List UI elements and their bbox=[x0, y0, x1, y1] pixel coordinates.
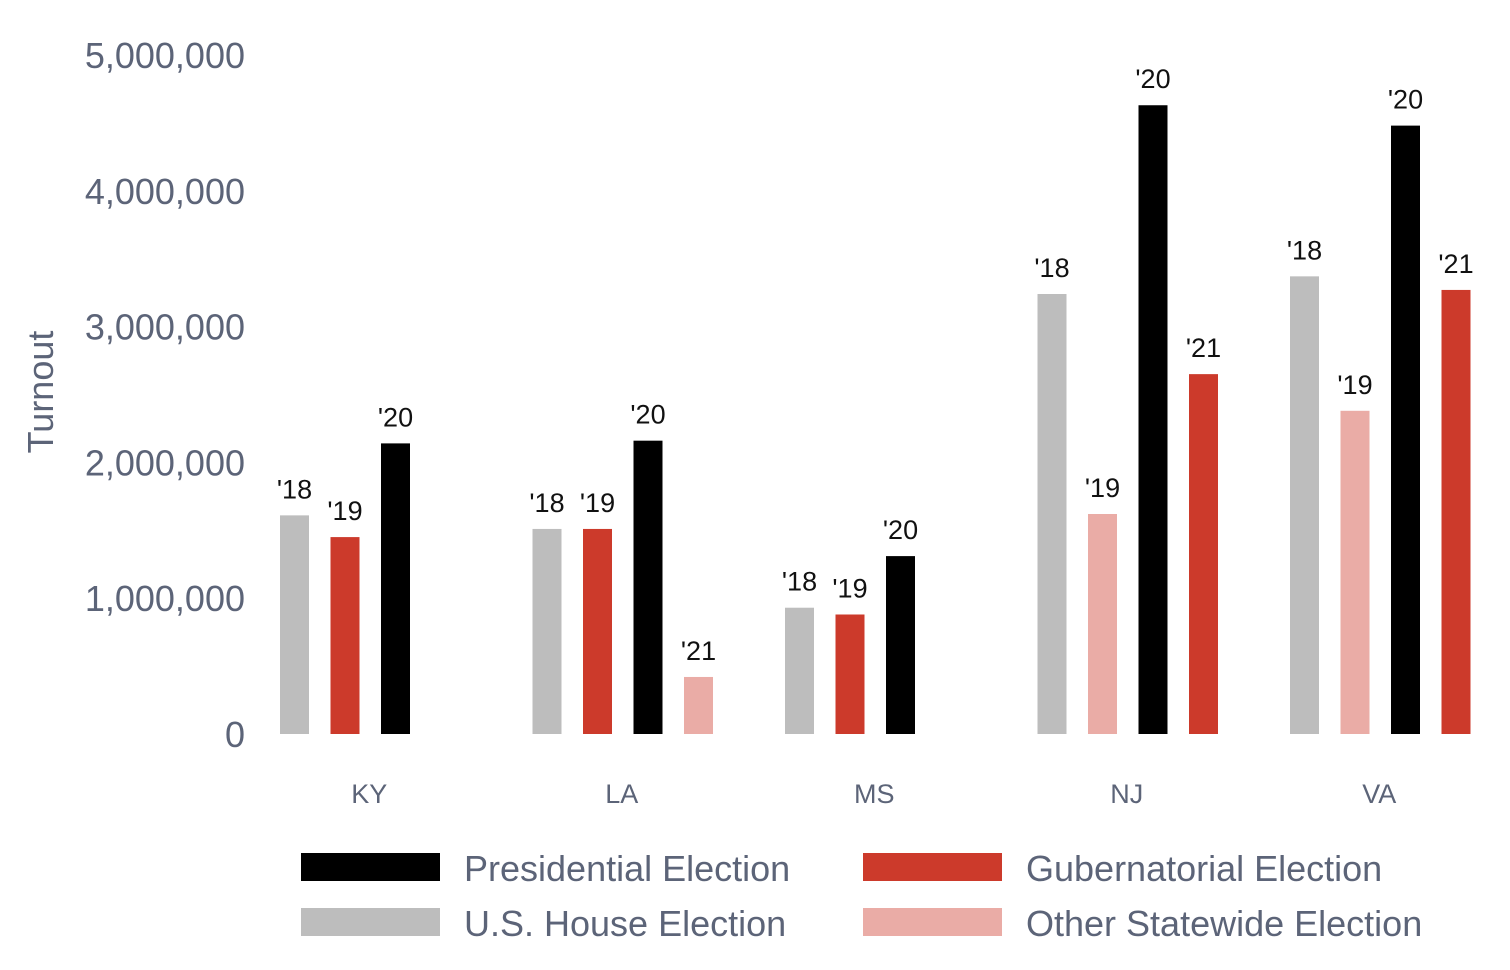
x-tick-label: KY bbox=[351, 779, 387, 809]
bar-year-label: '21 bbox=[681, 636, 716, 666]
y-tick-label: 1,000,000 bbox=[85, 578, 245, 619]
bar-year-label: '20 bbox=[378, 402, 413, 432]
legend-item-presidential: Presidential Election bbox=[301, 848, 790, 889]
y-tick-label: 5,000,000 bbox=[85, 35, 245, 76]
bar-nj-house bbox=[1037, 294, 1067, 734]
x-tick-label: MS bbox=[854, 779, 895, 809]
bar-ms-presidential bbox=[886, 556, 915, 734]
bar-ms-gubernatorial bbox=[835, 614, 865, 734]
legend-label: Presidential Election bbox=[464, 848, 790, 889]
bar-nj-gubernatorial bbox=[1189, 374, 1218, 734]
legend-item-other: Other Statewide Election bbox=[863, 903, 1422, 944]
bar-nj-other bbox=[1088, 514, 1117, 734]
bar-group-ms: '18 '19 '20 bbox=[782, 515, 918, 734]
bar-va-gubernatorial bbox=[1441, 289, 1471, 734]
bar-ky-gubernatorial bbox=[330, 537, 360, 734]
bar-year-label: '21 bbox=[1186, 333, 1221, 363]
y-axis: 0 1,000,000 2,000,000 3,000,000 4,000,000 5,0… bbox=[85, 35, 245, 755]
legend-item-gubernatorial: Gubernatorial Election bbox=[863, 848, 1382, 889]
bar-group-la: '18 '19 '20 '21 bbox=[529, 400, 716, 734]
bar-year-label: '20 bbox=[1388, 85, 1423, 115]
bar-year-label: '19 bbox=[1085, 473, 1120, 503]
bar-la-house bbox=[532, 528, 562, 734]
legend: Presidential Election Gubernatorial Elect… bbox=[301, 848, 1422, 944]
bar-va-other bbox=[1340, 410, 1370, 734]
x-tick-label: NJ bbox=[1110, 779, 1143, 809]
bar-year-label: '19 bbox=[580, 488, 615, 518]
bar-va-house bbox=[1290, 276, 1319, 734]
bar-year-label: '20 bbox=[630, 400, 665, 430]
y-axis-label: Turnout bbox=[20, 331, 61, 454]
y-tick-label: 2,000,000 bbox=[85, 442, 245, 483]
bar-nj-presidential bbox=[1138, 105, 1168, 735]
bar-year-label: '18 bbox=[529, 488, 564, 518]
bar-la-other bbox=[684, 676, 713, 734]
y-tick-label: 3,000,000 bbox=[85, 307, 245, 348]
legend-label: Other Statewide Election bbox=[1026, 903, 1422, 944]
legend-label: Gubernatorial Election bbox=[1026, 848, 1382, 889]
bar-year-label: '18 bbox=[782, 567, 817, 597]
bar-ky-house bbox=[280, 515, 309, 734]
bar-year-label: '18 bbox=[1034, 253, 1069, 283]
bar-la-presidential bbox=[633, 440, 663, 734]
legend-item-house: U.S. House Election bbox=[301, 903, 786, 944]
bar-group-nj: '18 '19 '20 '21 bbox=[1034, 64, 1221, 735]
bar-va-presidential bbox=[1391, 125, 1420, 735]
x-tick-label: LA bbox=[605, 779, 638, 809]
bar-year-label: '20 bbox=[1135, 64, 1170, 94]
bar-year-label: '18 bbox=[277, 474, 312, 504]
bars: '18'19'20'18'19'20'21'18'19'20'18'19'20'… bbox=[277, 64, 1474, 735]
bar-year-label: '20 bbox=[883, 515, 918, 545]
legend-swatch bbox=[863, 908, 1002, 936]
bar-ky-presidential bbox=[381, 443, 410, 734]
legend-swatch bbox=[863, 853, 1002, 881]
legend-label: U.S. House Election bbox=[464, 903, 786, 944]
bar-la-gubernatorial bbox=[583, 528, 612, 734]
y-tick-label: 0 bbox=[225, 714, 245, 755]
x-axis: KY LA MS NJ VA bbox=[351, 779, 1396, 809]
bar-year-label: '19 bbox=[327, 496, 362, 526]
bar-year-label: '18 bbox=[1287, 235, 1322, 265]
legend-swatch bbox=[301, 908, 440, 936]
bar-ms-house bbox=[785, 607, 814, 734]
bar-group-va: '18 '19 '20 '21 bbox=[1287, 85, 1474, 735]
y-tick-label: 4,000,000 bbox=[85, 171, 245, 212]
bar-group-ky: '18 '19 '20 bbox=[277, 402, 413, 734]
x-tick-label: VA bbox=[1362, 779, 1396, 809]
bar-year-label: '19 bbox=[1337, 370, 1372, 400]
bar-year-label: '21 bbox=[1438, 249, 1473, 279]
bar-year-label: '19 bbox=[832, 573, 867, 603]
legend-swatch bbox=[301, 853, 440, 881]
